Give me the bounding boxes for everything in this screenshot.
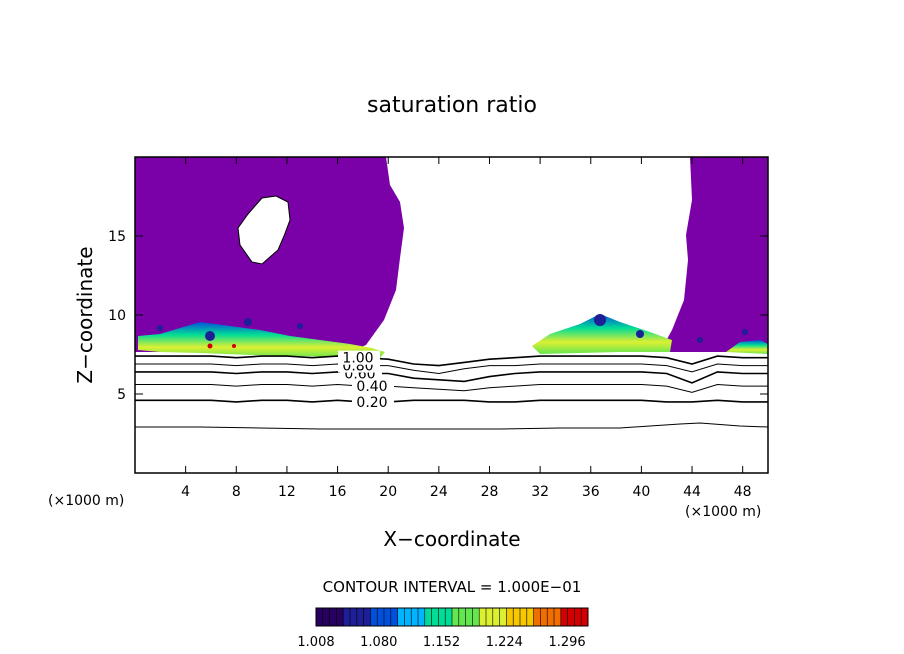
contour-lines: 0.200.400.600.801.00 [135,350,768,411]
contour-line [135,399,768,403]
x-tick-label: 20 [379,484,397,500]
contour-line [135,363,768,375]
colorbar-tick-label: 1.152 [423,635,460,650]
x-tick-label: 4 [181,484,190,500]
plot-area: 0.200.400.600.801.00 [135,157,768,430]
colorbar-segment [506,608,514,626]
x-tick-label: 36 [582,484,600,500]
colorbar-segment [445,608,453,626]
colorbar-segment [479,608,487,626]
colorbar-segment [574,608,582,626]
colorbar-segment [567,608,575,626]
contour-label: 0.40 [356,379,387,395]
x-tick-label: 40 [632,484,650,500]
colorbar-segment [520,608,528,626]
y-axis-label: Z−coordinate [73,246,97,383]
x-tick-label: 44 [683,484,701,500]
colorbar-segment [499,608,507,626]
colorbar-segment [418,608,426,626]
contour-label: 0.20 [356,395,387,411]
colorbar-tick-label: 1.008 [297,635,334,650]
colorbar-segment [540,608,548,626]
x-tick-label: 12 [278,484,296,500]
x-axis: 4 8 12 16 20 24 28 32 36 40 44 48 [181,157,752,500]
colorbar-segment [350,608,358,626]
colorbar-segment [526,608,535,626]
colorbar-segment [533,608,541,626]
contour-line [135,371,768,384]
colorbar-segment [363,608,371,626]
x-scale-note-left: (×1000 m) [48,493,124,509]
x-tick-label: 24 [430,484,448,500]
colorbar-segment [343,608,351,626]
subsaturated-pocket [237,195,291,265]
contour-interval-note: CONTOUR INTERVAL = 1.000E−01 [323,578,582,596]
chart-title: saturation ratio [367,93,537,118]
colorbar-segment [336,608,344,626]
colorbar-segment [560,608,569,626]
contour-label-bg [352,379,394,394]
colorbar-segment [411,608,419,626]
colorbar-segment [356,608,365,626]
cloud-band-far-right [726,340,768,354]
colorbar-segment [390,608,399,626]
colorbar-segment [424,608,433,626]
x-tick-label: 16 [329,484,347,500]
y-tick-label: 5 [117,387,126,403]
colorbar-segment [458,608,467,626]
colorbar-segment [384,608,392,626]
contour-label: 1.00 [342,351,373,367]
contour-line [135,355,768,367]
y-axis: 5 10 15 [108,229,768,403]
cloud-band-peaks [207,343,236,349]
contour-base [135,422,768,430]
x-tick-label: 28 [481,484,499,500]
colorbar-segment [431,608,439,626]
colorbar-tick-label: 1.080 [360,635,397,650]
x-axis-label: X−coordinate [383,527,520,551]
colorbar-segment [547,608,555,626]
colorbar-segment [492,608,501,626]
colorbar-segment [370,608,378,626]
x-scale-note-right: (×1000 m) [685,504,761,520]
colorbar-tick-label: 1.296 [548,635,585,650]
colorbar-segment [513,608,521,626]
colorbar-segment [581,608,589,626]
colorbar-tick-label: 1.224 [486,635,523,650]
colorbar-segment [452,608,460,626]
colorbar-segment [404,608,412,626]
contour-line [135,383,768,393]
y-tick-label: 15 [108,229,126,245]
x-tick-label: 8 [232,484,241,500]
cloud-band-detail [157,314,748,343]
colorbar-segment [554,608,562,626]
contour-label-bg [338,350,380,365]
colorbar-segment [316,608,324,626]
colorbar-segment [322,608,331,626]
colorbar-segment [486,608,494,626]
colorbar-segment [397,608,405,626]
colorbar-segment [465,608,473,626]
colorbar-segment [438,608,446,626]
colorbar-segment [472,608,480,626]
colorbar: 1.008 1.080 1.152 1.224 1.296 [297,607,589,650]
cloud-band-right [532,314,672,354]
x-tick-label: 32 [531,484,549,500]
cloud-band-left [138,322,385,358]
colorbar-frame [315,607,589,627]
colorbar-segment [329,608,337,626]
colorbar-segment [377,608,385,626]
x-tick-label: 48 [734,484,752,500]
contour-label-bg [352,394,394,409]
y-tick-label: 10 [108,308,126,324]
supersaturation-region-right [660,157,768,352]
